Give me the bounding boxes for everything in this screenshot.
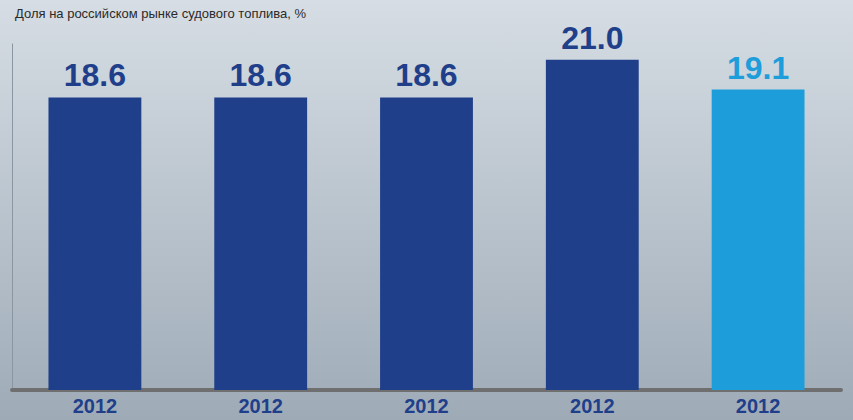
svg-text:2012: 2012 bbox=[570, 395, 615, 417]
svg-text:2012: 2012 bbox=[238, 395, 283, 417]
svg-text:21.0: 21.0 bbox=[561, 20, 623, 56]
svg-text:2012: 2012 bbox=[404, 395, 449, 417]
svg-text:2012: 2012 bbox=[736, 395, 781, 417]
svg-text:19.1: 19.1 bbox=[727, 50, 789, 86]
svg-text:18.6: 18.6 bbox=[230, 57, 292, 93]
svg-text:18.6: 18.6 bbox=[64, 57, 126, 93]
svg-text:Доля на российском рынке судов: Доля на российском рынке судового топлив… bbox=[15, 6, 306, 21]
svg-text:18.6: 18.6 bbox=[395, 57, 457, 93]
svg-text:2012: 2012 bbox=[73, 395, 118, 417]
